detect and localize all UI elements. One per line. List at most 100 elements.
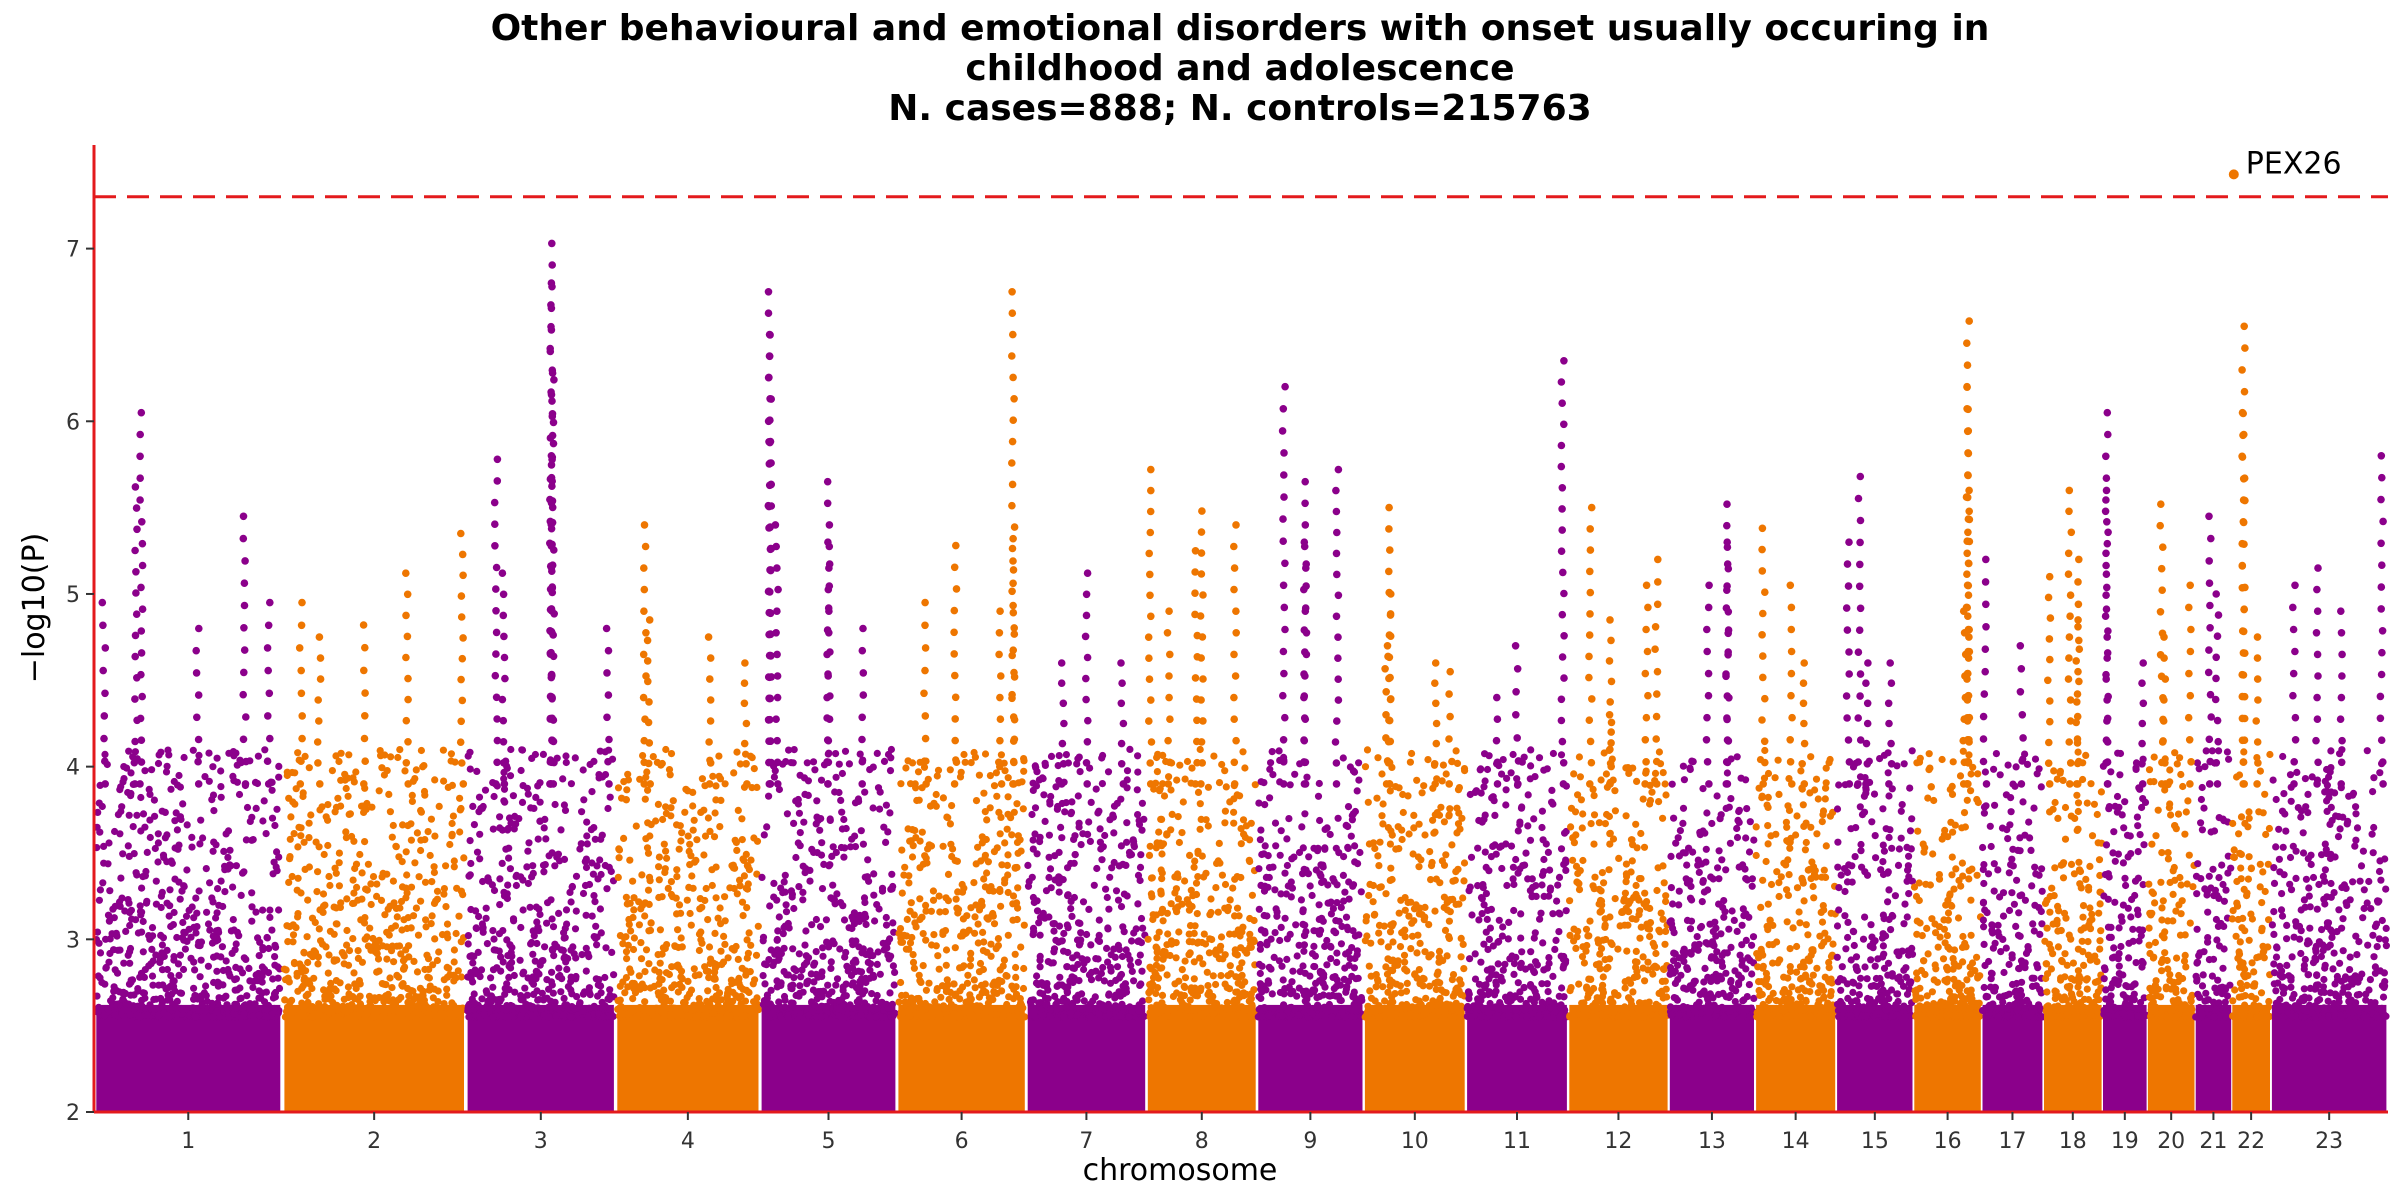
snp-point [1475, 916, 1483, 924]
snp-point [1449, 895, 1457, 904]
snp-point [154, 858, 162, 866]
snp-point [183, 821, 191, 829]
snp-point [496, 824, 504, 832]
snp-point [275, 906, 283, 914]
snp-point [1502, 801, 1510, 809]
snp-point [294, 749, 302, 757]
snp-point [527, 940, 535, 948]
chromosome-10-points [1361, 746, 1469, 1112]
snp-point [479, 925, 487, 933]
snp-point [980, 836, 988, 845]
snp-point [1193, 992, 1202, 1000]
snp-point [377, 896, 386, 905]
snp-point [955, 905, 963, 914]
snp-point [1058, 834, 1066, 842]
snp-point [638, 871, 646, 879]
snp-point [1417, 856, 1425, 864]
snp-point [781, 871, 789, 879]
snp-point [417, 836, 425, 844]
snp-point [1344, 844, 1352, 853]
snp-point [379, 942, 387, 950]
snp-point [275, 984, 284, 993]
snp-point [623, 786, 631, 794]
snp-point [829, 881, 837, 889]
snp-point [560, 801, 569, 809]
snp-point [1050, 927, 1058, 935]
snp-point [1410, 811, 1418, 820]
snp-point [1238, 959, 1246, 967]
snp-point [1339, 754, 1347, 762]
snp-point [618, 1010, 626, 1018]
snp-point [800, 818, 808, 826]
snp-point [536, 798, 544, 806]
snp-point [1152, 943, 1160, 951]
snp-point [915, 994, 923, 1003]
snp-point [725, 998, 733, 1006]
snp-point [823, 938, 831, 946]
snp-point [1175, 928, 1183, 936]
snp-point [501, 798, 509, 806]
snp-point [350, 778, 358, 786]
snp-point [1403, 967, 1411, 975]
snp-point [218, 943, 226, 951]
snp-point [167, 857, 175, 865]
snp-point [1384, 955, 1392, 963]
snp-point [403, 871, 411, 879]
snp-point [423, 1003, 431, 1011]
snp-point [951, 944, 959, 952]
snp-point [270, 1004, 279, 1013]
snp-point [140, 973, 148, 982]
snp-point [851, 956, 859, 964]
snp-point [315, 925, 323, 933]
snp-point [897, 780, 905, 788]
snp-point [1099, 963, 1107, 972]
snp-point [537, 1005, 545, 1013]
snp-point [1455, 784, 1463, 792]
snp-point [760, 831, 768, 839]
snp-point [876, 805, 884, 813]
snp-point [795, 950, 803, 958]
snp-point [770, 879, 778, 888]
snp-point [743, 862, 752, 870]
snp-point [976, 959, 985, 968]
snp-point [801, 790, 809, 799]
snp-point [417, 846, 425, 855]
snp-point [1190, 975, 1198, 983]
snp-point [884, 750, 893, 759]
snp-point [305, 863, 313, 871]
snp-point [717, 796, 725, 805]
snp-point [667, 878, 676, 886]
snp-point [324, 969, 332, 977]
snp-point [452, 929, 460, 938]
snp-point [1483, 915, 1491, 924]
snp-point [120, 775, 128, 783]
snp-point [422, 916, 430, 924]
snp-point [644, 786, 652, 794]
snp-point [1442, 851, 1450, 859]
snp-point [163, 762, 171, 770]
snp-point [437, 1009, 445, 1017]
snp-point [1112, 887, 1121, 895]
snp-point [622, 948, 631, 956]
snp-point [922, 901, 930, 910]
snp-point [1102, 885, 1110, 893]
snp-point [1173, 776, 1181, 784]
snp-point [1481, 848, 1489, 856]
snp-point [1029, 786, 1037, 795]
snp-point [1120, 928, 1128, 936]
snp-point [169, 921, 177, 929]
snp-point [1047, 752, 1056, 761]
snp-point [1060, 929, 1068, 938]
snp-point [678, 983, 686, 992]
snp-point [309, 1013, 317, 1021]
snp-point [1017, 943, 1025, 951]
snp-point [1503, 774, 1511, 783]
snp-point [1268, 990, 1276, 998]
snp-point [673, 910, 681, 918]
snp-point [708, 881, 716, 890]
snp-point [158, 941, 166, 949]
snp-point [861, 898, 869, 907]
snp-point [671, 942, 679, 950]
snp-point [1163, 971, 1171, 979]
snp-point [138, 884, 146, 892]
